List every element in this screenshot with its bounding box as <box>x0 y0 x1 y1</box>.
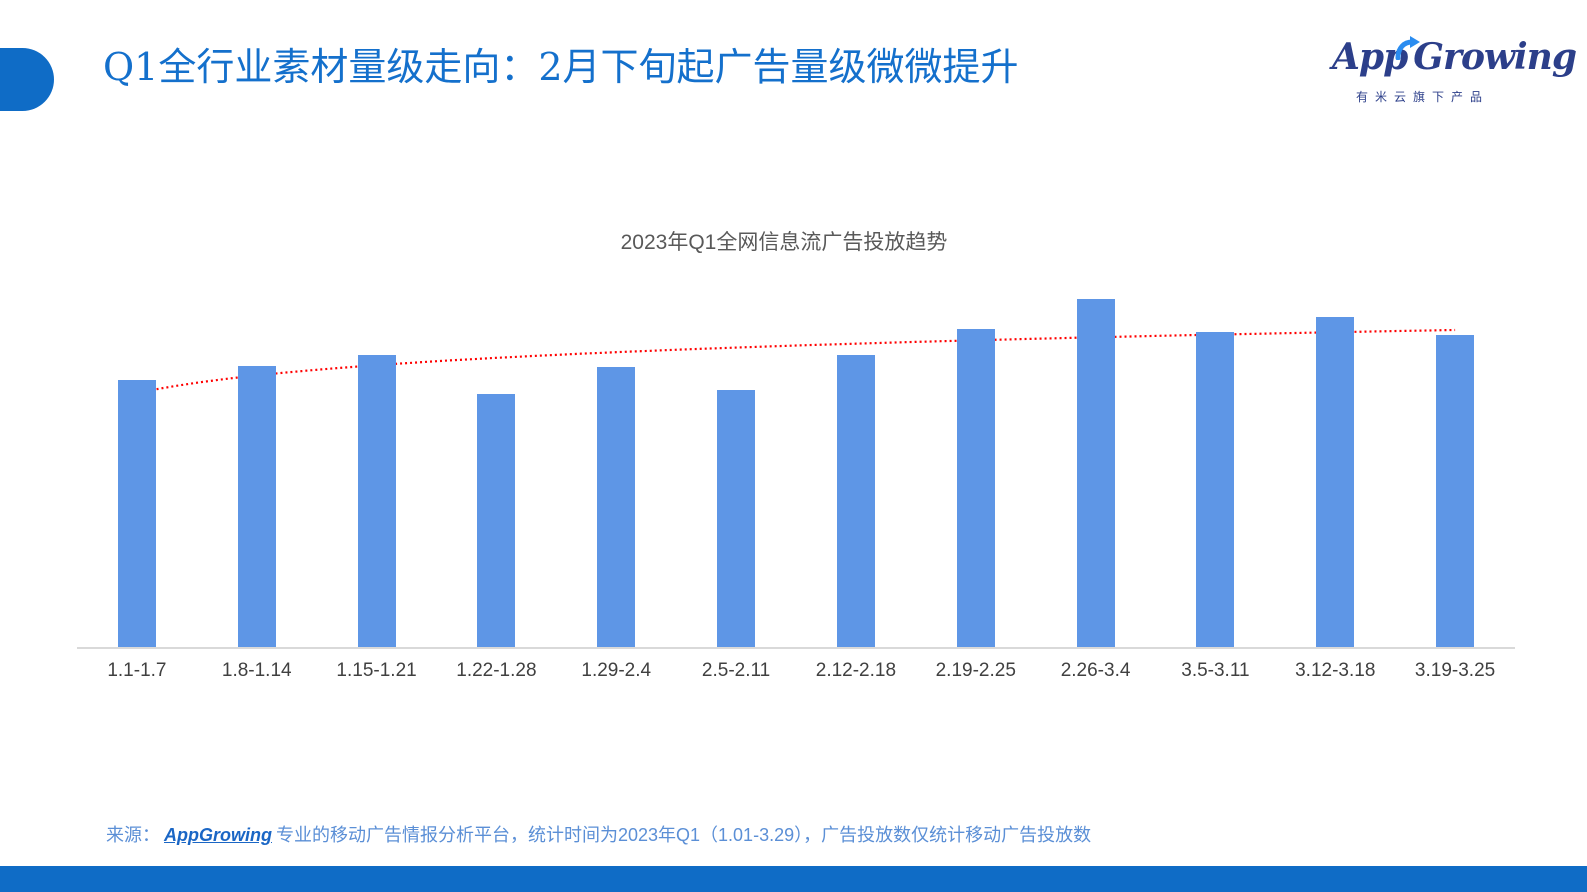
bar <box>1196 332 1235 647</box>
bar <box>956 329 995 647</box>
bar <box>1316 317 1355 647</box>
appgrowing-logo: App Growing 有米云旗下产品 <box>1332 36 1577 106</box>
bar <box>836 355 875 647</box>
bar <box>1076 299 1115 647</box>
bar <box>597 367 636 647</box>
bar <box>1436 335 1475 647</box>
chart-title: 2023年Q1全网信息流广告投放趋势 <box>620 231 948 254</box>
bar <box>237 366 276 647</box>
x-axis-labels: 1.1-1.7 1.8-1.14 1.15-1.21 1.22-1.28 1.29-2.… <box>77 660 1515 690</box>
x-axis-label: 2.5-2.11 <box>701 660 771 681</box>
source-brand-link[interactable]: AppGrowing <box>164 825 272 845</box>
page-title: Q1全行业素材量级走向：2月下旬起广告量级微微提升 <box>103 45 1019 89</box>
bar <box>357 355 396 647</box>
x-axis-label: 2.26-3.4 <box>1060 660 1131 681</box>
x-axis-line <box>77 647 1515 649</box>
x-axis-label: 1.22-1.28 <box>456 660 537 681</box>
logo-tagline: 有米云旗下产品 <box>1356 90 1490 104</box>
bar <box>117 380 156 647</box>
x-axis-label: 3.19-3.25 <box>1414 660 1496 681</box>
bar <box>717 390 756 647</box>
source-label: 来源： <box>106 825 160 845</box>
source-description: 专业的移动广告情报分析平台，统计时间为2023年Q1（1.01-3.29），广告… <box>275 825 1092 845</box>
x-axis-label: 1.29-2.4 <box>581 660 652 681</box>
section-tab-decoration <box>0 48 54 111</box>
source-note: 来源： AppGrowing 专业的移动广告情报分析平台，统计时间为2023年Q1（… <box>106 821 1091 847</box>
x-axis-label: 2.12-2.18 <box>815 660 897 681</box>
bar <box>477 394 516 647</box>
bar-chart-plot-area <box>77 240 1515 649</box>
growth-arrow-icon <box>1395 36 1420 60</box>
x-axis-label: 1.1-1.7 <box>107 660 167 681</box>
x-axis-label: 3.5-3.11 <box>1181 660 1250 681</box>
logo-wordmark: App Growing <box>1332 36 1577 78</box>
x-axis-label: 1.8-1.14 <box>221 660 292 681</box>
x-axis-label: 2.19-2.25 <box>935 660 1016 681</box>
x-axis-label: 3.12-3.18 <box>1295 660 1376 681</box>
x-axis-label: 1.15-1.21 <box>336 660 417 681</box>
trendline <box>136 328 1456 395</box>
logo-word-growing: Growing <box>1413 36 1577 78</box>
footer-bar <box>0 866 1587 892</box>
